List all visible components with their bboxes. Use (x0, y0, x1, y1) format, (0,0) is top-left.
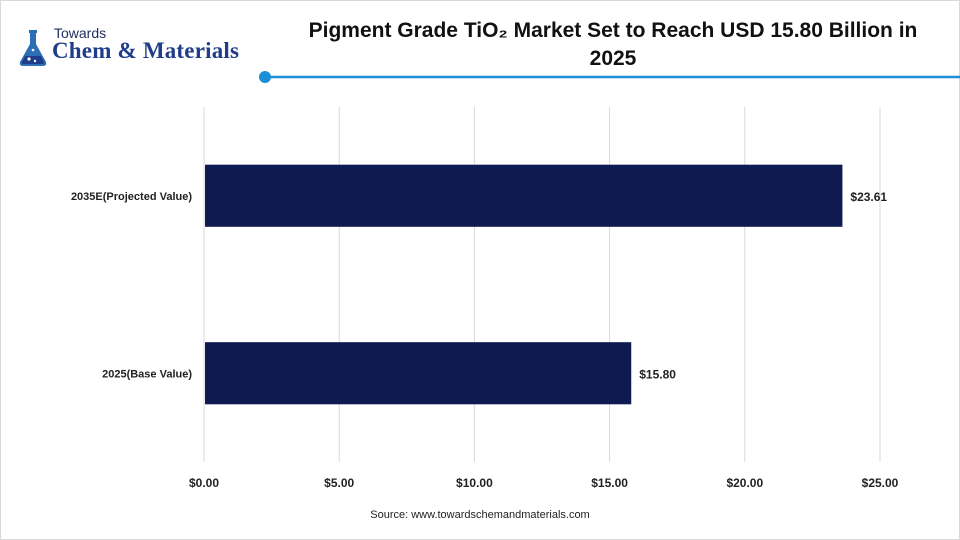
x-tick-label: $20.00 (726, 476, 763, 490)
chart-title-line-1: Pigment Grade TiO₂ Market Set to Reach U… (308, 19, 918, 42)
title-underline (259, 71, 960, 83)
category-label: 2035E(Projected Value) (71, 191, 192, 203)
x-tick-label: $10.00 (456, 476, 493, 490)
category-label: 2025(Base Value) (102, 368, 192, 380)
source-note: Source: www.towardschemandmaterials.com (370, 509, 590, 521)
x-tick-label: $25.00 (862, 476, 899, 490)
title-underline-dot (259, 71, 271, 83)
data-label: $15.80 (639, 367, 676, 381)
bar (205, 164, 843, 227)
brand-logo: Towards Chem & Materials (16, 22, 256, 70)
bar (205, 342, 632, 405)
bar-chart: $0.00 $5.00 $10.00 $15.00 $20.00 $25.00 2035E(… (71, 107, 899, 490)
brand-main-text: Chem & Materials (52, 38, 240, 63)
flask-icon (19, 30, 47, 66)
x-tick-label: $0.00 (189, 476, 219, 490)
brand-top-text: Towards (54, 25, 107, 41)
data-label: $23.61 (850, 190, 887, 204)
chart-title-line-2: 2025 (589, 47, 637, 70)
x-tick-label: $15.00 (591, 476, 628, 490)
x-tick-label: $5.00 (324, 476, 354, 490)
chart-title: Pigment Grade TiO₂ Market Set to Reach U… (280, 17, 946, 73)
